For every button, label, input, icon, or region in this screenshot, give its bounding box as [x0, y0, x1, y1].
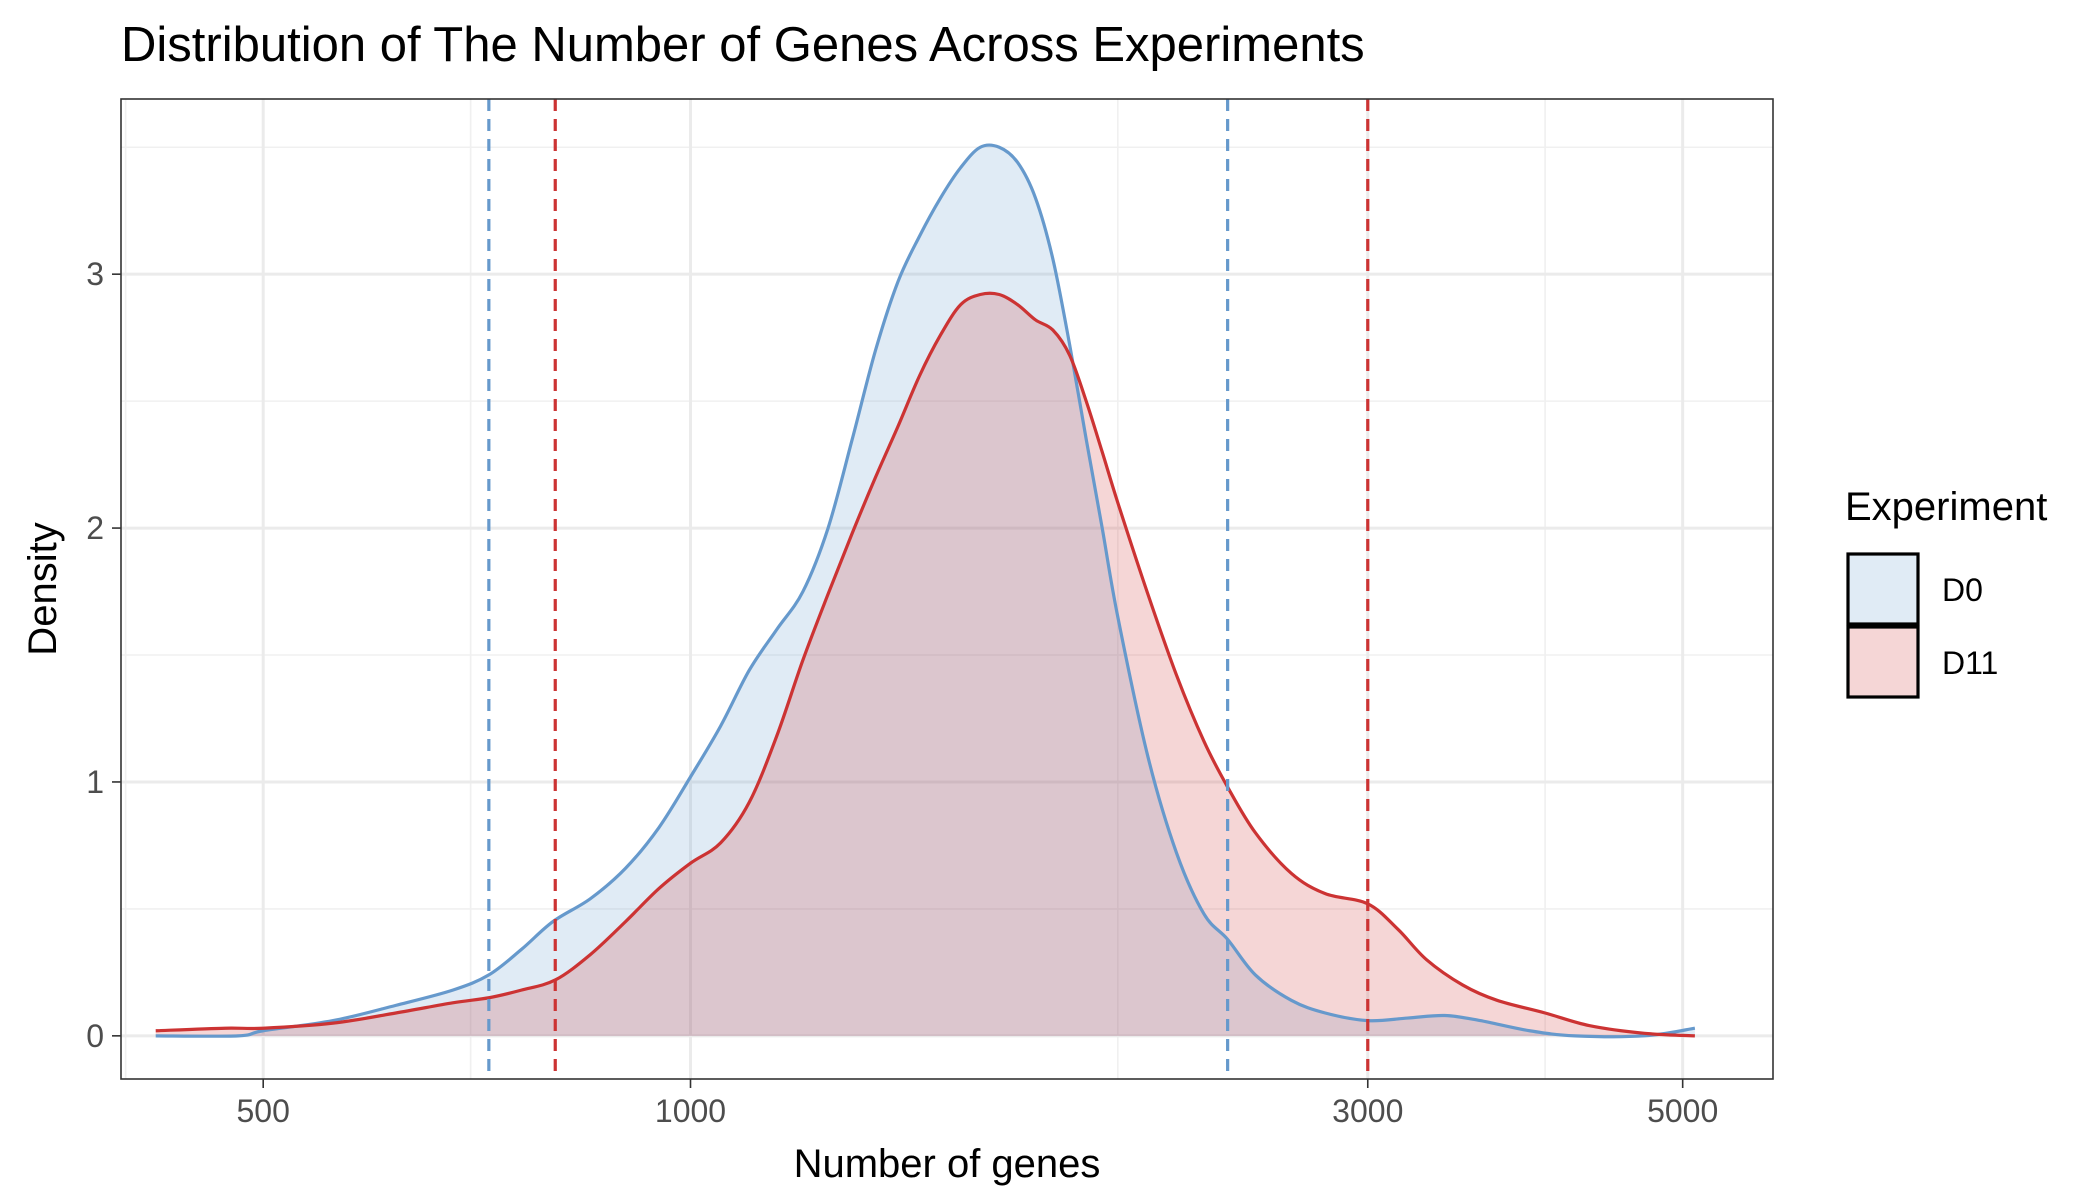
x-tick-label: 1000 — [655, 1093, 726, 1129]
plot-panel — [121, 99, 1773, 1079]
legend-key-bg-d11 — [1848, 627, 1918, 697]
x-axis-title: Number of genes — [794, 1142, 1101, 1186]
x-axis: 500 1000 3000 5000 — [237, 1079, 1718, 1129]
legend-key-d0 — [1846, 552, 1920, 626]
legend-key-bg-d0 — [1848, 554, 1918, 624]
threshold-lines — [487, 99, 1370, 1079]
grid-lines — [121, 99, 1773, 1079]
y-axis: 0 1 2 3 — [86, 256, 121, 1054]
x-tick-label: 3000 — [1332, 1093, 1403, 1129]
legend-label-d0: D0 — [1942, 572, 1983, 608]
chart-title: Distribution of The Number of Genes Acro… — [121, 18, 1365, 72]
y-tick-label: 3 — [86, 256, 104, 292]
legend-label-d11: D11 — [1942, 645, 1998, 681]
x-tick-label: 5000 — [1647, 1093, 1718, 1129]
y-tick-label: 0 — [86, 1018, 104, 1054]
y-axis-title: Density — [21, 522, 65, 655]
density-areas — [155, 145, 1695, 1037]
density-curve-d0 — [155, 143, 1696, 1039]
density-area-d0 — [155, 145, 1695, 1037]
legend: Experiment D0 D11 — [1845, 485, 2047, 699]
legend-title: Experiment — [1845, 485, 2047, 529]
legend-key-d11 — [1846, 625, 1920, 699]
plot-border — [120, 98, 1774, 1080]
y-tick-label: 2 — [86, 510, 104, 546]
x-tick-label: 500 — [237, 1093, 290, 1129]
density-area-d11 — [155, 293, 1695, 1036]
y-tick-label: 1 — [86, 764, 104, 800]
